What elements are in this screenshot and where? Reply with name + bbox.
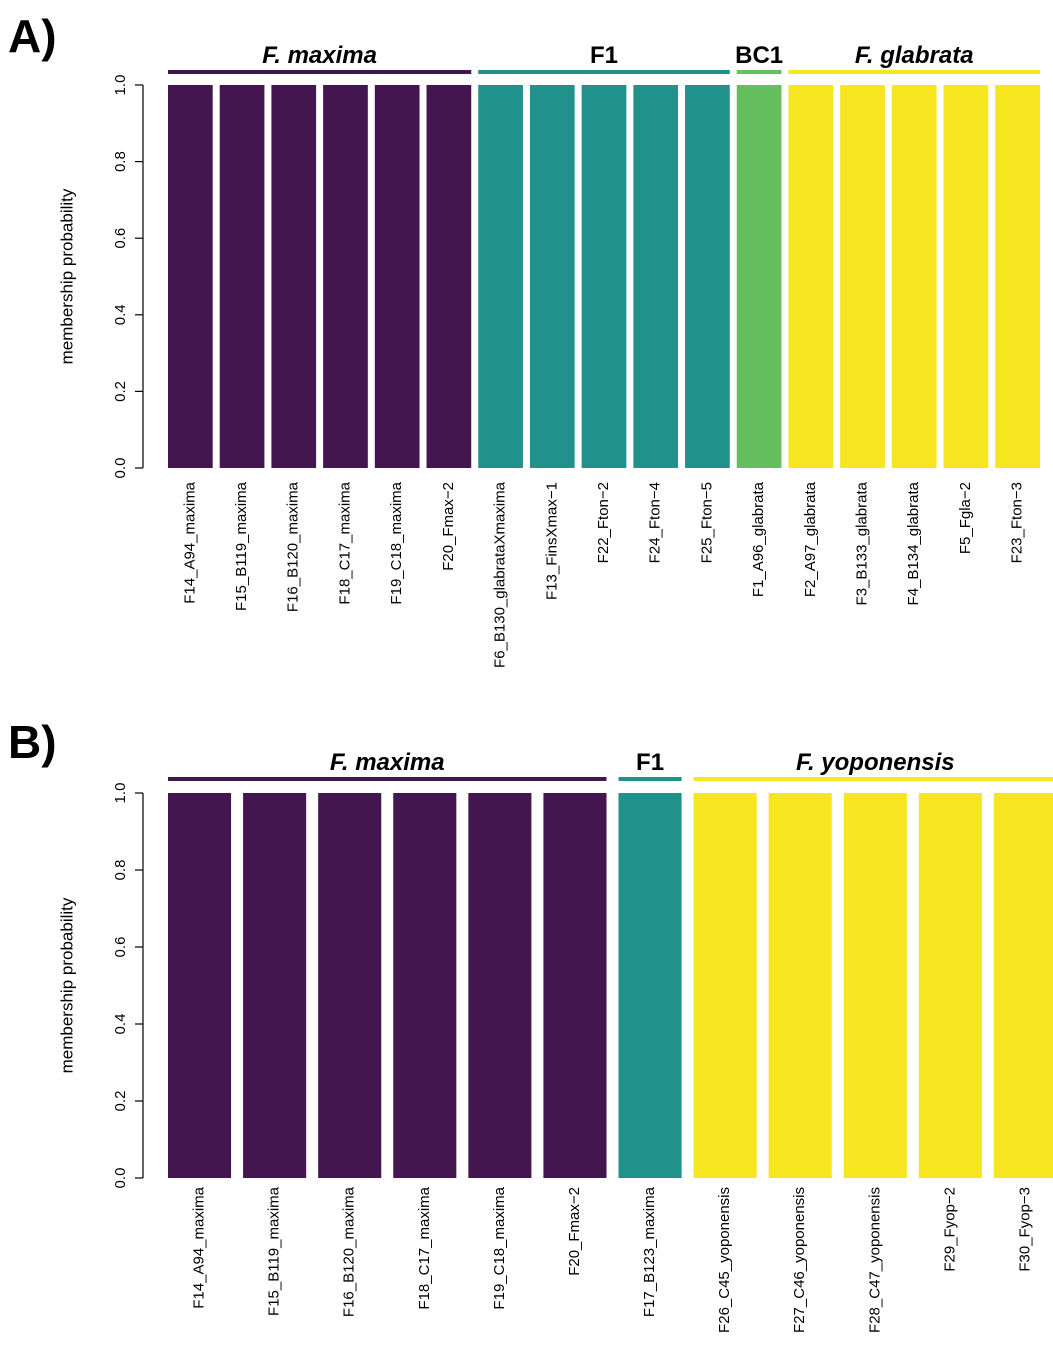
bar [271,85,317,468]
bar [543,793,607,1178]
y-axis-title: membership probability [57,897,76,1073]
bar [478,85,523,468]
y-tick-label: 0.8 [112,860,129,881]
sample-label: F20_Fmax−2 [440,482,457,571]
panel-label: B) [8,716,57,768]
y-tick-label: 1.0 [112,783,129,804]
bar [618,793,682,1178]
sample-label: F13_FinsXmax−1 [543,482,560,600]
sample-label: F26_C45_yoponensis [716,1187,733,1333]
y-tick-label: 0.0 [112,1168,129,1189]
bar [529,85,575,468]
bar [243,793,307,1178]
group-label: F1 [636,749,664,776]
group-label: BC1 [735,42,783,69]
sample-label: F27_C46_yoponensis [791,1187,808,1333]
bar [685,85,730,468]
sample-label: F14_A94_maxima [181,481,198,603]
bar [843,793,907,1178]
y-axis-title: membership probability [57,188,76,364]
bar [219,85,265,468]
panel-b: B) 0.0 0.2 0.4 0.6 0.8 1.0 membership probabili… [8,716,1053,1333]
bar [393,793,457,1178]
panel-label: A) [8,10,57,62]
bar [168,85,213,468]
y-tick-label: 0.4 [112,1014,129,1035]
group-label: F. yoponensis [796,749,955,776]
group-label: F1 [590,42,618,69]
group-label: F. maxima [330,749,445,776]
y-tick-label: 0.0 [112,458,129,479]
bar [581,85,627,468]
bar [768,793,832,1178]
sample-label: F24_Fton−4 [647,482,664,563]
bar [788,85,834,468]
sample-label: F15_B119_maxima [266,1186,283,1316]
sample-label: F20_Fmax−2 [566,1187,583,1276]
panel-a: A) 0.0 0.2 0.4 0.6 0.8 1.0 membership probabili… [8,10,1040,668]
sample-label: F15_B119_maxima [233,481,250,611]
y-tick-label: 0.6 [112,937,129,958]
bar [318,793,382,1178]
sample-label: F23_Fton−3 [1009,482,1026,563]
sample-label: F19_C18_maxima [491,1186,508,1309]
sample-label: F28_C47_yoponensis [866,1187,883,1333]
sample-label: F29_Fyop−2 [941,1187,958,1272]
sample-label: F14_A94_maxima [191,1186,208,1308]
y-tick-label: 0.2 [112,1091,129,1112]
sample-label: F2_A97_glabrata [802,481,819,597]
bar [374,85,420,468]
sample-label: F5_Fgla−2 [957,482,974,554]
y-tick-label: 1.0 [112,75,129,96]
bar [693,793,757,1178]
bar [633,85,679,468]
sample-label: F1_A96_glabrata [750,481,767,597]
bar [426,85,472,468]
sample-label: F17_B123_maxima [641,1186,658,1317]
sample-label: F22_Fton−2 [595,482,612,563]
bar [323,85,368,468]
bar [943,85,989,468]
bar [993,793,1053,1178]
sample-label: F4_B134_glabrata [905,481,922,605]
sample-label: F16_B120_maxima [341,1186,358,1317]
bar [918,793,982,1178]
bar [168,793,232,1178]
bar [468,793,532,1178]
y-tick-label: 0.6 [112,228,129,249]
sample-label: F25_Fton−5 [698,482,715,563]
y-tick-label: 0.2 [112,381,129,402]
sample-label: F18_C17_maxima [416,1186,433,1309]
group-label: F. maxima [262,42,377,69]
sample-label: F3_B133_glabrata [853,481,870,605]
group-label: F. glabrata [855,42,974,69]
sample-label: F19_C18_maxima [388,481,405,604]
y-tick-label: 0.4 [112,304,129,325]
sample-label: F30_Fyop−3 [1016,1187,1033,1272]
y-tick-label: 0.8 [112,151,129,172]
bar [891,85,937,468]
sample-label: F16_B120_maxima [285,481,302,612]
bar [840,85,885,468]
sample-label: F6_B130_glabrataXmaxima [492,481,509,668]
sample-label: F18_C17_maxima [336,481,353,604]
bar [995,85,1040,468]
bar [736,85,782,468]
